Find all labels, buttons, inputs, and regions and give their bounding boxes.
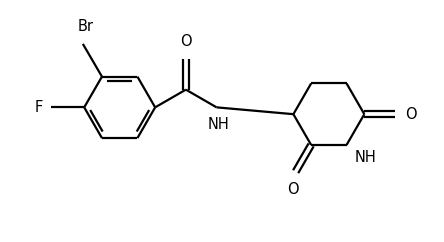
Text: NH: NH [355, 150, 377, 165]
Text: O: O [288, 182, 299, 197]
Text: O: O [180, 34, 192, 49]
Text: O: O [405, 107, 417, 122]
Text: Br: Br [77, 19, 93, 34]
Text: NH: NH [208, 117, 230, 132]
Text: F: F [35, 100, 44, 115]
